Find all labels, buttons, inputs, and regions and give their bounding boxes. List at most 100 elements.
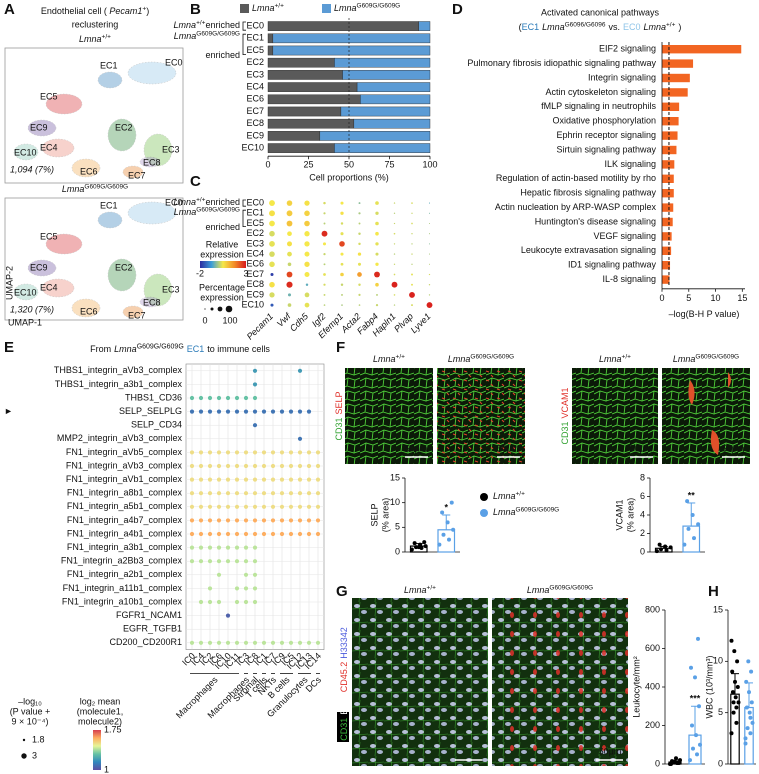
interaction-dot xyxy=(234,518,240,523)
interaction-dot xyxy=(270,491,276,496)
text-part: Lmna xyxy=(599,354,622,364)
text-part: enriched xyxy=(205,197,240,207)
bar-segment xyxy=(267,57,335,68)
category-label: EC1 xyxy=(246,33,264,43)
interaction-dot xyxy=(279,463,285,469)
legend-tick: 1.8 xyxy=(32,734,45,744)
cluster-label: EC4 xyxy=(40,282,58,292)
genotype-label: Lmna+/+ xyxy=(79,33,111,44)
interaction-dot xyxy=(189,504,195,509)
text-part: G609G/G609G xyxy=(196,30,240,37)
interaction-dot xyxy=(297,463,303,469)
interaction-dot xyxy=(243,545,249,550)
data-point xyxy=(690,513,695,517)
size-key xyxy=(22,738,26,742)
data-point xyxy=(733,679,737,684)
interaction-dot xyxy=(270,463,276,469)
y-tick-label: 4 xyxy=(640,509,645,519)
group-label: enriched xyxy=(205,50,240,60)
cluster-label: EC3 xyxy=(162,284,180,294)
row-label: FN1_integrin_a11b1_complex xyxy=(63,583,183,593)
text-part: G609G/G609G xyxy=(84,183,128,190)
text-part: to immune cells xyxy=(207,344,270,354)
data-point xyxy=(441,532,446,537)
interaction-dot xyxy=(306,504,312,509)
stain-background xyxy=(337,712,349,742)
cell-count: 1,094 (7%) xyxy=(10,164,54,174)
expression-dot xyxy=(411,253,413,255)
expression-dot xyxy=(270,303,274,307)
umap-cluster xyxy=(97,211,123,229)
text-part: Lmna xyxy=(673,354,696,364)
expression-dot xyxy=(411,243,413,245)
expression-dot xyxy=(269,251,275,257)
data-point xyxy=(674,756,678,761)
row-label: EC9 xyxy=(246,289,264,299)
interaction-dot xyxy=(225,491,231,496)
row-label: EC1 xyxy=(246,208,264,218)
interaction-dot xyxy=(216,450,222,455)
umap-box xyxy=(4,47,184,184)
row-label: CD200_CD200R1 xyxy=(109,637,182,647)
interaction-dot xyxy=(270,531,276,537)
genotype-label: Lmna+/+ xyxy=(599,353,631,364)
bar xyxy=(662,45,742,54)
interaction-dot xyxy=(261,450,267,455)
interaction-dot xyxy=(279,477,285,482)
expression-dot xyxy=(375,282,379,287)
umap-cluster xyxy=(13,283,39,301)
axis-label: UMAP-2 xyxy=(4,266,14,300)
umap-cluster xyxy=(71,158,101,178)
interaction-dot xyxy=(189,559,195,564)
interaction-dot xyxy=(288,491,294,496)
bar-segment xyxy=(340,106,431,117)
text-part: Lmna xyxy=(334,3,357,13)
legend-title: molecule2) xyxy=(78,716,122,726)
data-point xyxy=(664,548,669,553)
expression-dot xyxy=(340,201,344,205)
row-label: FN1_integrin_a4b7_complex xyxy=(67,515,183,525)
bar-segment xyxy=(267,143,335,153)
size-key xyxy=(21,753,27,759)
panel-letter: A xyxy=(4,1,15,18)
interaction-dot xyxy=(243,450,249,455)
expression-dot xyxy=(428,202,431,204)
bar xyxy=(662,261,671,270)
bar xyxy=(662,73,690,83)
interaction-dot xyxy=(243,559,249,564)
interaction-dot xyxy=(306,477,312,482)
interaction-dot xyxy=(306,409,312,414)
axis-label: (% area) xyxy=(380,498,390,533)
expression-dot xyxy=(304,220,310,227)
data-point xyxy=(729,731,734,736)
data-point xyxy=(729,638,734,643)
group-label: enriched xyxy=(205,222,240,232)
bar xyxy=(662,102,680,111)
data-point xyxy=(440,510,445,515)
text-part: Endothelial cell ( xyxy=(41,6,107,16)
gene-label: Pecam1 xyxy=(245,311,275,341)
interaction-dot xyxy=(189,545,195,550)
interaction-dot xyxy=(270,640,276,645)
category-label: EC9 xyxy=(246,130,264,140)
bar xyxy=(662,246,672,255)
panel-title: Endothelial cell ( Pecam1+) xyxy=(41,5,149,16)
color-bar xyxy=(200,261,246,268)
data-point xyxy=(745,726,750,731)
data-point xyxy=(744,705,749,710)
interaction-dot xyxy=(297,491,303,496)
data-point xyxy=(445,520,450,525)
expression-dot xyxy=(358,212,361,215)
expression-dot xyxy=(411,222,413,225)
expression-dot xyxy=(340,262,344,266)
y-tick-label: 10 xyxy=(713,656,723,666)
genotype-label: Lmna+/+ xyxy=(373,353,405,364)
data-point xyxy=(692,536,696,541)
expression-dot xyxy=(411,283,413,286)
cluster-label: EC2 xyxy=(115,262,133,272)
text-part: +/+ xyxy=(622,353,632,360)
row-label: EC4 xyxy=(246,248,264,258)
interaction-dot xyxy=(207,463,213,469)
expression-dot xyxy=(323,263,326,266)
bar-segment xyxy=(319,131,431,141)
